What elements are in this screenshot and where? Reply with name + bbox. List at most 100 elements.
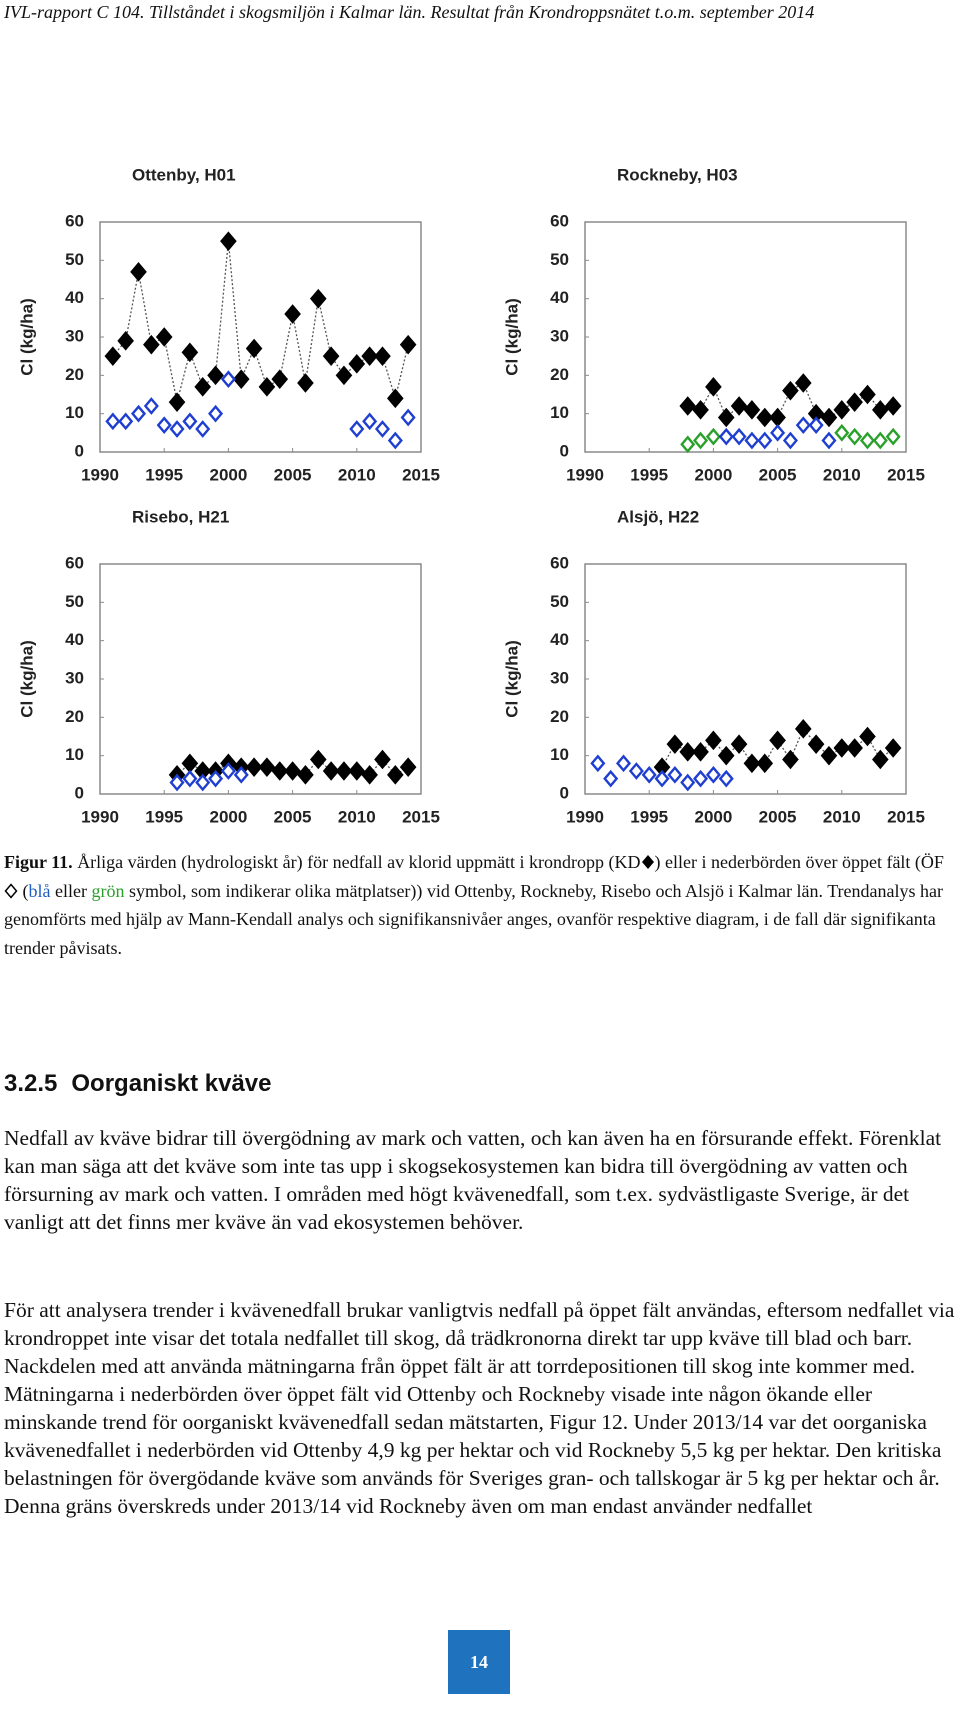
filled-diamond	[743, 753, 761, 774]
open-diamond	[641, 765, 657, 784]
open-diamond	[847, 427, 863, 446]
y-tick-label: 60	[550, 553, 569, 572]
filled-diamond	[322, 761, 340, 781]
open-diamond	[834, 423, 850, 442]
open-diamond	[654, 769, 670, 788]
y-axis-label: Cl (kg/ha)	[502, 298, 521, 375]
filled-diamond	[220, 231, 237, 251]
y-tick-label: 30	[65, 668, 84, 687]
x-tick-label: 2010	[338, 465, 376, 484]
filled-diamond	[297, 373, 314, 393]
filled-diamond	[717, 407, 735, 428]
filled-diamond	[309, 749, 327, 770]
y-tick-label: 40	[65, 288, 84, 307]
filled-diamond	[846, 738, 863, 758]
open-diamond	[349, 420, 365, 438]
open-diamond	[362, 412, 378, 431]
x-tick-label: 2005	[274, 465, 312, 484]
y-tick-label: 60	[550, 211, 569, 230]
x-tick-label: 2005	[274, 807, 312, 826]
y-tick-label: 20	[550, 707, 569, 726]
open-diamond	[770, 423, 786, 442]
open-diamond	[693, 431, 709, 450]
x-tick-label: 2005	[759, 807, 797, 826]
paragraph: Nedfall av kväve bidrar till övergödning…	[4, 1126, 942, 1234]
x-tick-label: 2010	[338, 807, 376, 826]
section-number: 3.2.5	[4, 1070, 58, 1097]
plot-frame	[584, 221, 907, 453]
y-tick-label: 50	[65, 592, 84, 611]
filled-diamond	[207, 365, 224, 386]
filled-diamond	[705, 730, 722, 751]
x-tick-label: 1995	[145, 465, 183, 484]
chart: Ottenby, H01 Cl (kg/ha) 0 10 20 30 40 50 60 1990 1…	[17, 165, 439, 484]
filled-diamond	[859, 726, 876, 747]
open-diamond	[220, 370, 236, 389]
chart: Rockneby, H03 Cl (kg/ha) 0 10 20 30 40 50 60 1990…	[502, 165, 924, 484]
filled-diamond	[666, 734, 684, 754]
filled-diamond	[194, 377, 212, 397]
plot-frame	[99, 563, 422, 795]
filled-diamond	[833, 400, 851, 420]
open-diamond	[195, 420, 211, 438]
open-diamond	[757, 431, 773, 450]
y-axis-label: Cl (kg/ha)	[502, 640, 521, 717]
open-diamond	[603, 769, 619, 788]
filled-diamond	[361, 346, 378, 366]
chart-title: Alsjö, H22	[617, 507, 699, 526]
y-tick-label: 30	[550, 668, 569, 687]
filled-diamond	[859, 384, 876, 405]
open-diamond	[782, 431, 798, 450]
open-diamond	[795, 416, 811, 435]
x-tick-label: 2005	[759, 465, 797, 484]
open-diamond	[680, 435, 696, 454]
y-tick-label: 40	[550, 288, 569, 307]
open-diamond	[705, 765, 721, 784]
caption-text: (	[18, 880, 29, 901]
filled-diamond-symbol	[641, 855, 654, 869]
filled-diamond	[387, 388, 404, 409]
filled-diamond	[679, 742, 697, 762]
open-diamond	[718, 769, 734, 788]
chart-title: Rockneby, H03	[617, 165, 738, 184]
open-diamond	[169, 773, 185, 792]
open-diamond	[705, 427, 721, 446]
filled-diamond	[374, 749, 391, 770]
y-axis-label: Cl (kg/ha)	[17, 298, 36, 375]
filled-diamond	[872, 749, 889, 770]
filled-diamond	[730, 396, 748, 416]
filled-diamond	[271, 761, 289, 781]
x-tick-label: 2010	[823, 807, 861, 826]
filled-diamond	[245, 757, 263, 777]
paragraph: För att analysera trender i kvävenedfall…	[4, 1298, 955, 1518]
open-diamond	[208, 769, 224, 788]
section-title: Oorganiskt kväve	[71, 1070, 272, 1097]
filled-diamond	[374, 346, 391, 366]
filled-diamond	[756, 407, 774, 428]
open-diamond	[872, 431, 888, 450]
filled-diamond	[143, 334, 160, 355]
y-tick-label: 0	[560, 783, 569, 802]
y-tick-label: 50	[550, 250, 569, 269]
filled-diamond	[692, 400, 709, 420]
open-diamond	[130, 404, 147, 423]
filled-diamond	[717, 745, 735, 766]
chart: Risebo, H21 Cl (kg/ha) 0 10 20 30 40 50 60 1990 19…	[17, 507, 439, 826]
plot-frame	[584, 563, 907, 795]
open-diamond	[667, 765, 683, 784]
figure-caption: Figur 11. Årliga värden (hydrologiskt år…	[4, 848, 954, 962]
open-diamond	[628, 762, 644, 780]
y-tick-label: 50	[550, 592, 569, 611]
filled-diamond	[155, 327, 173, 347]
y-tick-label: 10	[550, 403, 569, 422]
filled-diamond	[168, 392, 186, 412]
filled-diamond	[846, 392, 863, 412]
open-diamond	[590, 754, 606, 773]
caption-text: eller	[50, 880, 92, 901]
y-tick-label: 60	[65, 553, 84, 572]
filled-diamond	[361, 765, 378, 785]
x-tick-label: 2010	[823, 465, 861, 484]
open-diamond	[693, 769, 709, 788]
open-diamond	[374, 420, 391, 438]
y-tick-label: 10	[65, 403, 84, 422]
